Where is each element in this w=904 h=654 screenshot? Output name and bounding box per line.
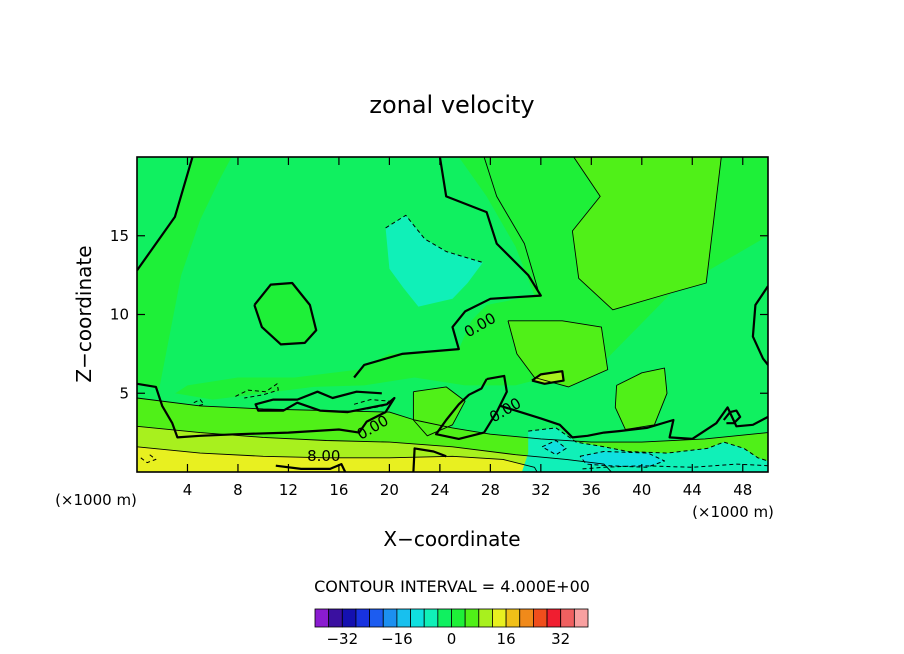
- colorbar-swatch: [492, 608, 507, 628]
- x-axis-ticks: 4 8 12 16 20 24 28 32 36 40 44 48: [183, 157, 752, 499]
- contour-line-13: [507, 320, 609, 388]
- y-tick-label: 15: [110, 227, 129, 245]
- contour-line-27: [140, 454, 157, 464]
- colorbar-tick-label: 32: [551, 630, 570, 648]
- colorbar-swatch: [396, 608, 411, 628]
- x-tick-label: 16: [329, 481, 348, 499]
- colorbar-swatch: [382, 608, 398, 628]
- y-axis-ticks: 5 10 15: [110, 227, 768, 402]
- contour-region-2: [155, 157, 535, 406]
- filled-contour-regions: [137, 157, 768, 472]
- colorbar-swatch: [478, 608, 493, 628]
- contour-line-16: [137, 397, 768, 443]
- x-tick-label: 40: [632, 481, 651, 499]
- contour-region-6: [508, 320, 608, 387]
- contour-line-11: [483, 157, 539, 292]
- contour-line-7: [531, 370, 565, 385]
- x-unit-label-right: (×1000 m): [692, 503, 774, 521]
- contour-line-26: [582, 463, 768, 470]
- colorbar-swatch: [328, 608, 343, 628]
- colorbar-swatch: [560, 608, 575, 628]
- y-tick-label: 10: [110, 306, 129, 324]
- contour-line-0: [353, 157, 542, 379]
- colorbar-swatch: [505, 608, 521, 628]
- contour-line-24: [579, 451, 665, 468]
- x-tick-label: 12: [279, 481, 298, 499]
- contour-line-3: [751, 285, 768, 366]
- colorbar-swatch: [533, 608, 548, 628]
- contour-interval-label: CONTOUR INTERVAL = 4.000E+00: [314, 577, 590, 596]
- colorbar-swatch: [519, 608, 534, 628]
- colorbar-swatch: [546, 608, 562, 628]
- contour-line-20: [235, 383, 279, 399]
- colorbar-swatch: [341, 608, 357, 628]
- x-tick-label: 28: [481, 481, 500, 499]
- colorbar-swatch: [423, 608, 439, 628]
- y-axis-label: Z−coordinate: [72, 245, 96, 382]
- contour-region-7: [532, 371, 564, 384]
- contour-line-22: [193, 399, 205, 407]
- plot-area: 0.000.000.008.00: [136, 156, 769, 473]
- contour-line-5: [435, 374, 508, 440]
- contour-region-5: [572, 157, 722, 310]
- x-tick-label: 48: [733, 481, 752, 499]
- colorbar-swatch: [410, 608, 425, 628]
- contour-line-12: [571, 157, 722, 311]
- contour-region-15: [542, 440, 567, 455]
- x-tick-label: 4: [183, 481, 193, 499]
- x-tick-label: 44: [683, 481, 702, 499]
- contour-line-18: [137, 446, 538, 472]
- contour-label-3: 8.00: [307, 447, 340, 465]
- contour-line-25: [541, 440, 567, 456]
- colorbar-tick-labels: −32 −16 0 16 32: [326, 630, 570, 648]
- x-tick-label: 24: [430, 481, 449, 499]
- contour-line-10: [275, 463, 347, 472]
- colorbar-tick-label: 0: [447, 630, 457, 648]
- contour-line-21: [353, 399, 390, 410]
- contour-line-2: [253, 281, 318, 346]
- colorbar-tick-label: −16: [381, 630, 413, 648]
- colorbar-swatch: [451, 608, 466, 628]
- x-axis-label: X−coordinate: [383, 527, 520, 551]
- y-tick-label: 5: [119, 384, 129, 402]
- contour-region-12: [137, 446, 538, 472]
- colorbar-swatch: [314, 608, 330, 628]
- contour-region-3: [385, 215, 483, 307]
- contour-line-14: [614, 367, 668, 430]
- contour-line-6: [500, 404, 768, 440]
- contour-line-9: [412, 447, 447, 472]
- colorbar-swatch: [573, 608, 589, 628]
- colorbar-swatch: [355, 608, 371, 628]
- contour-region-4: [254, 283, 317, 345]
- colorbar-swatch: [464, 608, 480, 628]
- colorbar-swatch: [437, 608, 452, 628]
- contour-line-19: [385, 214, 483, 263]
- x-tick-label: 20: [380, 481, 399, 499]
- x-tick-label: 36: [582, 481, 601, 499]
- x-unit-label-left: (×1000 m): [55, 491, 137, 509]
- x-tick-label: 32: [531, 481, 550, 499]
- contour-line-1: [137, 157, 194, 272]
- colorbar-tick-label: −32: [326, 630, 358, 648]
- contour-region-8: [615, 368, 667, 430]
- contour-line-8: [722, 409, 742, 425]
- contour-lines: [137, 157, 768, 472]
- chart-title: zonal velocity: [369, 91, 534, 119]
- colorbar-tick-label: 16: [497, 630, 516, 648]
- x-tick-label: 8: [233, 481, 243, 499]
- contour-line-4: [137, 382, 396, 439]
- contour-line-23: [528, 427, 768, 462]
- colorbar-swatch: [369, 608, 384, 628]
- colorbar: [314, 608, 589, 628]
